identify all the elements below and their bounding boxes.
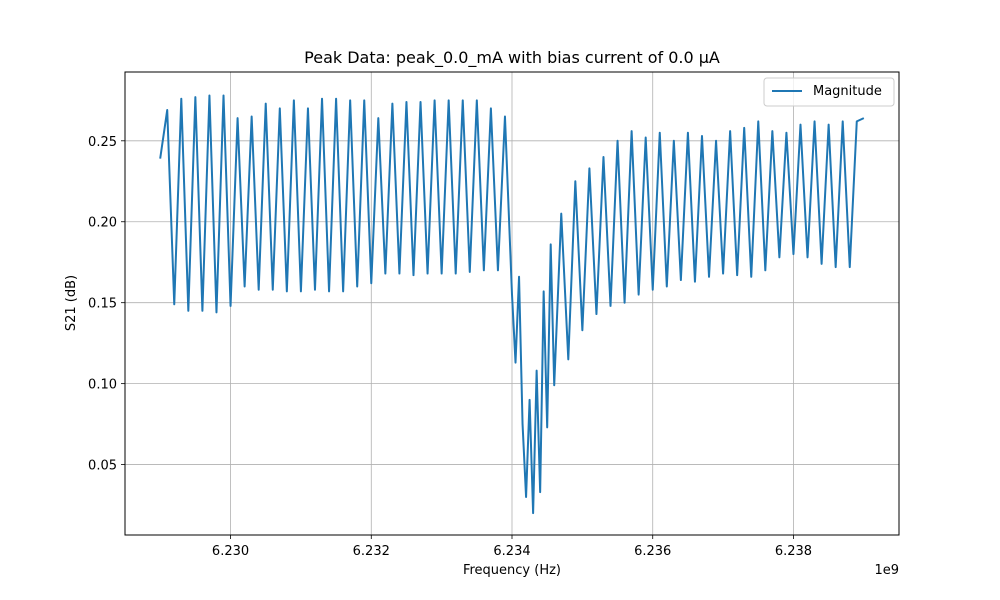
y-axis-label: S21 (dB) — [64, 275, 79, 331]
y-tick-label: 0.05 — [88, 459, 117, 474]
series-line-magnitude — [159, 94, 865, 515]
y-axis-ticks: 0.05 0.10 0.15 0.20 0.25 — [88, 135, 125, 474]
x-tick-label: 6.238 — [775, 544, 812, 559]
x-axis-offset-label: 1e9 — [874, 563, 899, 578]
x-tick-label: 6.234 — [493, 544, 530, 559]
series-layer — [159, 94, 865, 515]
plot-frame — [124, 71, 900, 536]
legend: Magnitude — [763, 77, 895, 107]
y-tick-label: 0.10 — [88, 378, 117, 393]
x-tick-label: 6.236 — [634, 544, 671, 559]
y-tick-label: 0.15 — [88, 297, 117, 312]
x-axis-ticks: 6.230 6.232 6.234 6.236 6.238 — [212, 535, 812, 559]
legend-label-magnitude: Magnitude — [813, 84, 882, 99]
x-tick-label: 6.230 — [212, 544, 249, 559]
legend-box — [763, 77, 895, 107]
y-tick-label: 0.25 — [88, 135, 117, 150]
y-tick-label: 0.20 — [88, 216, 117, 231]
x-tick-label: 6.232 — [353, 544, 390, 559]
chart-title: Peak Data: peak_0.0_mA with bias current… — [304, 48, 720, 68]
x-axis-label: Frequency (Hz) — [463, 563, 561, 578]
